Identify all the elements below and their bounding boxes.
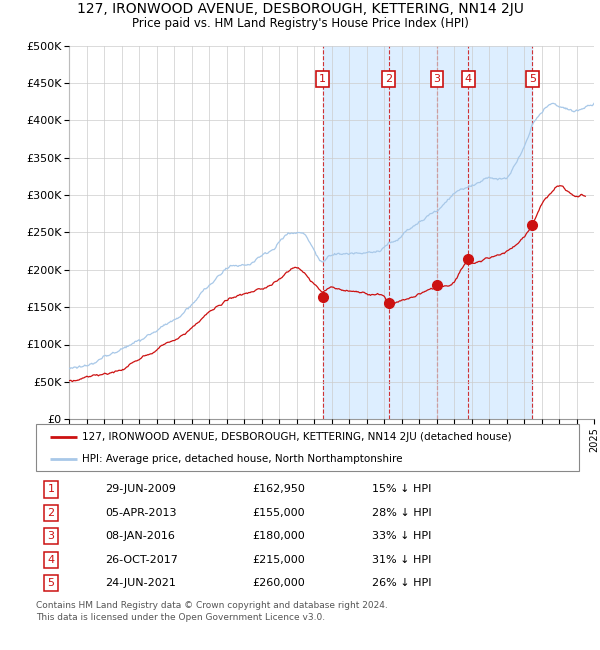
Text: 4: 4 [47, 554, 55, 565]
Text: 15% ↓ HPI: 15% ↓ HPI [372, 484, 431, 495]
Text: £155,000: £155,000 [252, 508, 305, 518]
Text: 2: 2 [385, 74, 392, 84]
Text: 08-JAN-2016: 08-JAN-2016 [105, 531, 175, 541]
Text: 26-OCT-2017: 26-OCT-2017 [105, 554, 178, 565]
Text: 1: 1 [319, 74, 326, 84]
Text: 28% ↓ HPI: 28% ↓ HPI [372, 508, 431, 518]
Bar [323, 46, 532, 419]
Text: 26% ↓ HPI: 26% ↓ HPI [372, 578, 431, 588]
Text: 5: 5 [47, 578, 55, 588]
Text: 4: 4 [465, 74, 472, 84]
Text: £260,000: £260,000 [252, 578, 305, 588]
Text: HPI: Average price, detached house, North Northamptonshire: HPI: Average price, detached house, Nort… [82, 454, 403, 463]
Text: £162,950: £162,950 [252, 484, 305, 495]
FancyBboxPatch shape [36, 424, 579, 471]
Text: This data is licensed under the Open Government Licence v3.0.: This data is licensed under the Open Gov… [36, 613, 325, 622]
Text: Contains HM Land Registry data © Crown copyright and database right 2024.: Contains HM Land Registry data © Crown c… [36, 601, 388, 610]
Text: 05-APR-2013: 05-APR-2013 [105, 508, 176, 518]
Text: £215,000: £215,000 [252, 554, 305, 565]
Text: 29-JUN-2009: 29-JUN-2009 [105, 484, 176, 495]
Text: 127, IRONWOOD AVENUE, DESBOROUGH, KETTERING, NN14 2JU: 127, IRONWOOD AVENUE, DESBOROUGH, KETTER… [77, 1, 523, 16]
Text: 33% ↓ HPI: 33% ↓ HPI [372, 531, 431, 541]
Text: 3: 3 [47, 531, 55, 541]
Text: Price paid vs. HM Land Registry's House Price Index (HPI): Price paid vs. HM Land Registry's House … [131, 18, 469, 30]
Text: 24-JUN-2021: 24-JUN-2021 [105, 578, 176, 588]
Text: 2: 2 [47, 508, 55, 518]
Text: 127, IRONWOOD AVENUE, DESBOROUGH, KETTERING, NN14 2JU (detached house): 127, IRONWOOD AVENUE, DESBOROUGH, KETTER… [82, 432, 512, 442]
Text: 3: 3 [433, 74, 440, 84]
Text: £180,000: £180,000 [252, 531, 305, 541]
Text: 31% ↓ HPI: 31% ↓ HPI [372, 554, 431, 565]
Text: 1: 1 [47, 484, 55, 495]
Text: 5: 5 [529, 74, 536, 84]
